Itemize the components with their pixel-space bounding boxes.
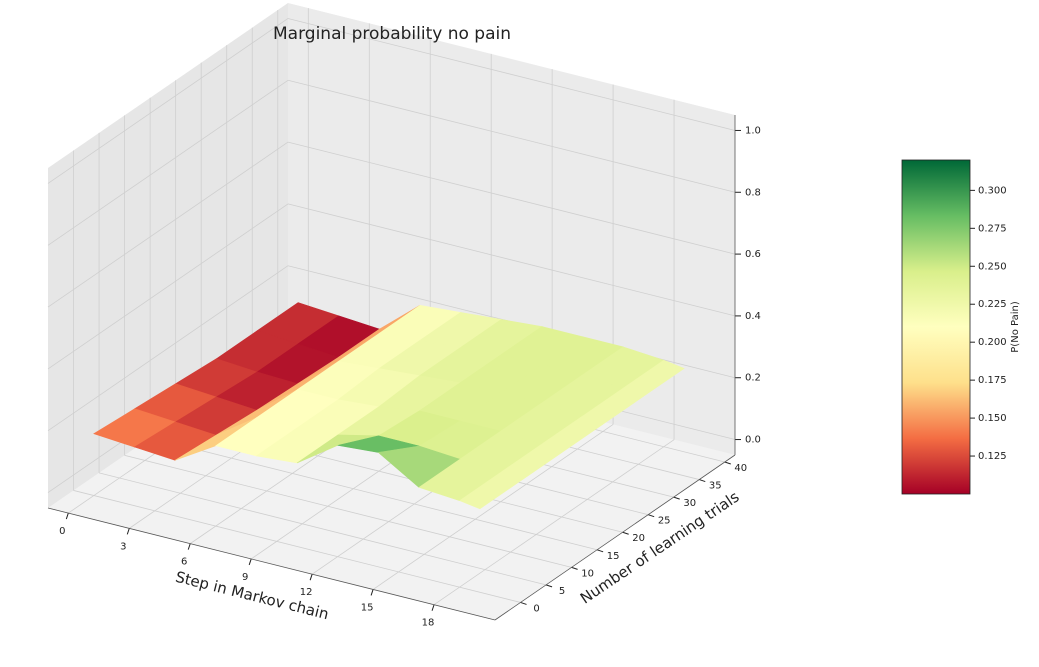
y-tick <box>571 566 578 570</box>
grid-line <box>287 203 736 317</box>
x-tick-label: 9 <box>242 572 248 583</box>
grid-line <box>47 79 289 246</box>
colorbar-tick-label: 0.250 <box>978 261 1007 272</box>
grid-line <box>47 141 289 308</box>
y-tick <box>545 584 553 588</box>
surface-patch <box>458 472 522 510</box>
y-tick-label: 20 <box>632 533 645 544</box>
colorbar-tick-label: 0.200 <box>978 337 1007 348</box>
x-tick-label: 6 <box>181 557 187 568</box>
grid-line <box>287 79 736 193</box>
grid-line <box>98 472 547 586</box>
x-tick <box>126 528 130 535</box>
y-tick-label: 0 <box>533 603 539 614</box>
x-tick <box>431 604 435 611</box>
y-tick-label: 5 <box>559 586 565 597</box>
x-tick <box>65 512 69 520</box>
colorbar-tick-label: 0.150 <box>978 413 1007 424</box>
surface <box>93 302 685 510</box>
y-tick-label: 30 <box>683 498 696 509</box>
colorbar-tick-label: 0.275 <box>978 223 1007 234</box>
x-tick <box>309 574 313 581</box>
axis-line <box>47 507 496 621</box>
colorbar <box>901 159 971 495</box>
chart-title: Marginal probability no pain <box>273 24 511 44</box>
grid-line <box>150 437 598 551</box>
grid-line <box>47 265 289 432</box>
panes <box>48 3 735 620</box>
y-tick <box>673 496 680 500</box>
x-tick <box>187 543 191 550</box>
grid-line <box>73 490 521 603</box>
grid-line <box>124 454 572 568</box>
labels: 0 3 6 9 12 15 18 0 5 10 15 20 25 30 35 40 0.0 0.2 0.4 0.6 0.… <box>59 125 761 628</box>
z-tick-label: 0.2 <box>745 373 761 384</box>
y-tick-label: 40 <box>734 463 747 474</box>
x-tick <box>370 589 374 596</box>
grid-line <box>372 424 614 590</box>
z-tick-label: 0.6 <box>745 249 761 260</box>
colorbar-tick-label: 0.300 <box>978 185 1007 196</box>
y-tick <box>699 479 706 483</box>
y-tick-label: 35 <box>709 481 722 492</box>
y-tick <box>724 461 731 465</box>
x-tick <box>248 558 252 566</box>
x-tick-label: 0 <box>59 526 65 537</box>
grid-line <box>433 439 675 606</box>
grid-line <box>47 203 289 370</box>
colorbar-tick-label: 0.125 <box>978 451 1007 462</box>
y-tick-label: 10 <box>581 568 594 579</box>
y-tick-label: 15 <box>607 551 620 562</box>
colorbar-tick-label: 0.175 <box>978 375 1007 386</box>
y-tick <box>622 531 629 535</box>
y-tick <box>596 549 604 553</box>
grid-line <box>287 18 736 131</box>
z-tick-label: 0.4 <box>745 311 761 322</box>
grid-line <box>47 18 289 184</box>
x-tick-label: 18 <box>422 618 435 629</box>
z-tick-label: 0.8 <box>745 187 761 198</box>
y-tick-label: 25 <box>658 516 671 527</box>
colorbar-tick-label: 0.225 <box>978 299 1007 310</box>
x-tick-label: 3 <box>120 541 126 552</box>
x-tick-label: 12 <box>300 587 313 598</box>
grid-line <box>287 141 736 255</box>
z-tick-label: 1.0 <box>745 125 761 136</box>
y-tick <box>648 514 655 518</box>
colorbar-label: P(No Pain) <box>1010 301 1021 353</box>
y-tick <box>520 601 527 605</box>
x-tick-label: 15 <box>361 602 374 613</box>
z-tick-label: 0.0 <box>745 435 761 446</box>
axis-line <box>494 454 736 621</box>
